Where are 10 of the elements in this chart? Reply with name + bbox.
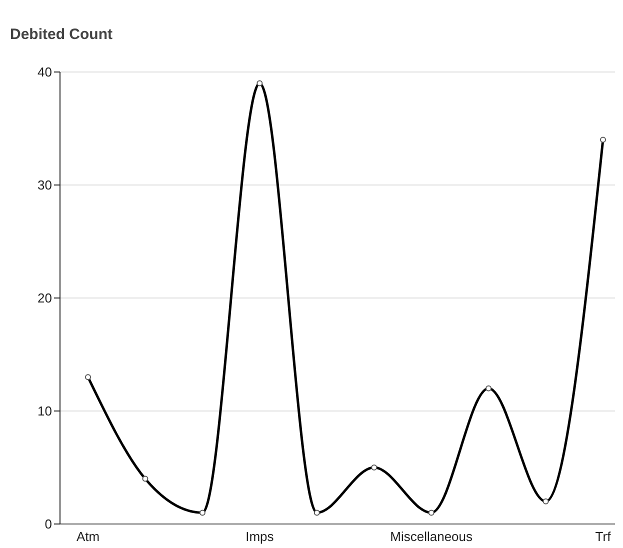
chart-title: Debited Count [9,25,114,45]
y-tick-label: 20 [38,290,52,306]
y-tick-label: 40 [38,64,52,80]
x-tick-label: Imps [246,529,274,544]
y-tick-label: 30 [38,178,52,193]
x-tick-label: Trf [595,529,612,544]
x-tick-label: Miscellaneous [390,529,474,544]
x-tick-label: Atm [76,529,100,544]
y-tick-label: 0 [44,516,52,532]
y-tick-label: 10 [38,404,52,419]
